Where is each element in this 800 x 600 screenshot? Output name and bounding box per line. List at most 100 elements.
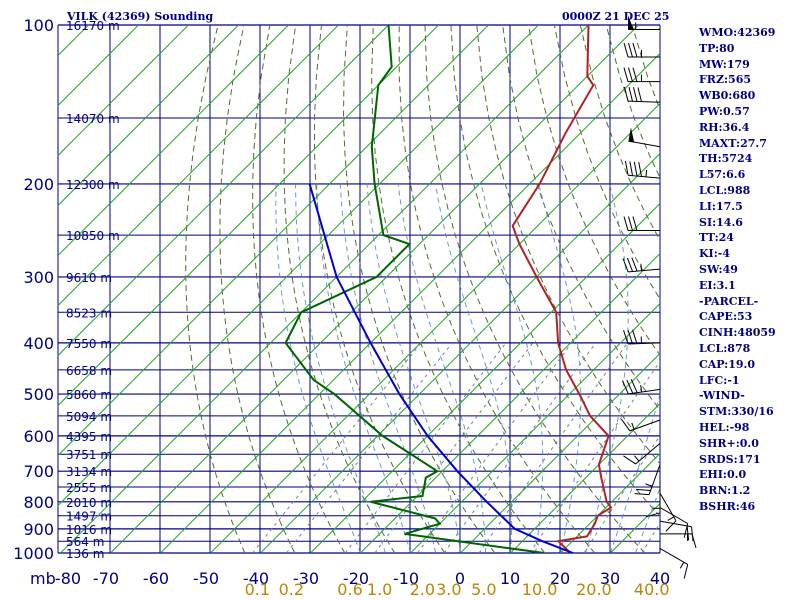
mixing-ratio-line bbox=[286, 342, 453, 553]
index-item: EI:3.1 bbox=[699, 278, 736, 292]
moist-adiabat bbox=[538, 183, 582, 553]
wind-barb bbox=[623, 42, 660, 58]
pressure-tick-label: 1000 bbox=[13, 544, 54, 563]
temperature-tick-label: -20 bbox=[343, 569, 369, 588]
mixing-ratio-lines bbox=[252, 342, 660, 553]
temperature-tick-labels: -80 -70 -60 -50 -40 -30 -20 -10 0 10 20 30 40 bbox=[55, 569, 670, 588]
pressure-tick-label: 200 bbox=[23, 175, 54, 194]
index-item: WMO:42369 bbox=[699, 26, 776, 39]
dry-adiabat bbox=[185, 25, 246, 553]
wind-barb bbox=[623, 67, 660, 83]
mixing-ratio-label: 0.6 bbox=[337, 580, 362, 599]
mixing-ratio-label: 10.0 bbox=[522, 580, 558, 599]
height-label: 136 m bbox=[66, 547, 104, 561]
index-item: MAXT:27.7 bbox=[699, 136, 767, 150]
wind-barb-half-flag bbox=[631, 422, 635, 430]
dry-adiabat bbox=[219, 25, 296, 553]
moist-adiabat bbox=[295, 183, 386, 553]
moist-adiabat bbox=[397, 183, 486, 553]
pressure-tick-label: 900 bbox=[23, 520, 54, 539]
index-item: LCL:988 bbox=[699, 183, 751, 197]
wind-barb-flag bbox=[630, 379, 638, 393]
wind-barb bbox=[621, 379, 661, 395]
wind-barb-half-flag bbox=[634, 455, 640, 462]
mixing-ratio-label: 40.0 bbox=[634, 580, 670, 599]
isotherm-line bbox=[58, 25, 189, 157]
index-item: L57:6.6 bbox=[699, 168, 746, 182]
height-label: 12300 m bbox=[66, 178, 120, 192]
index-item: SHR+:0.0 bbox=[699, 436, 759, 450]
wind-barb-flag bbox=[622, 258, 629, 273]
moist-adiabat bbox=[366, 183, 461, 553]
temperature-tick-label: -40 bbox=[243, 569, 269, 588]
index-item: BSHR:46 bbox=[699, 499, 756, 513]
dry-adiabat bbox=[476, 25, 660, 465]
height-label: 1016 m bbox=[66, 523, 112, 537]
mixing-ratio-line bbox=[641, 522, 660, 553]
wind-barb-flag bbox=[665, 520, 677, 532]
wind-barb-flag bbox=[627, 216, 633, 231]
wind-barb-flag bbox=[628, 86, 633, 102]
wind-barb-staff bbox=[627, 342, 661, 345]
dry-adiabat bbox=[579, 25, 660, 242]
index-item: TP:80 bbox=[699, 41, 735, 55]
isotherm-lines bbox=[57, 25, 661, 553]
wind-barb-flag bbox=[623, 216, 629, 231]
isotherm-line bbox=[58, 25, 439, 407]
wind-barb bbox=[628, 15, 660, 30]
index-item: EHI:0.0 bbox=[699, 468, 747, 482]
isotherm-line bbox=[110, 25, 639, 553]
index-item: CAPE:53 bbox=[699, 310, 753, 324]
height-label: 3751 m bbox=[66, 448, 112, 462]
isotherm-line bbox=[58, 25, 539, 507]
wind-barb-flag bbox=[626, 257, 634, 272]
temperature-tick-label: -80 bbox=[55, 569, 81, 588]
wind-barb-flag bbox=[633, 161, 638, 177]
wind-barb-staff bbox=[635, 443, 661, 465]
wind-barb-flag bbox=[623, 42, 629, 58]
height-label: 9610 m bbox=[66, 271, 112, 285]
wind-barb-flag bbox=[637, 87, 642, 102]
dry-adiabat-lines bbox=[185, 25, 660, 553]
wind-barb-flag bbox=[624, 160, 629, 176]
index-item: STM:330/16 bbox=[699, 405, 774, 419]
isotherm-line bbox=[410, 302, 660, 553]
isotherm-line bbox=[58, 25, 489, 457]
dry-adiabat bbox=[450, 25, 660, 518]
moist-adiabat-lines bbox=[275, 183, 660, 553]
index-item: RH:36.4 bbox=[699, 120, 750, 134]
index-item: -PARCEL- bbox=[699, 294, 759, 308]
isotherm-line bbox=[60, 25, 589, 553]
dry-adiabat bbox=[398, 25, 596, 553]
index-item: WB0:680 bbox=[699, 89, 756, 103]
stability-indices-list: WMO:42369 TP:80 MW:179 FRZ:565 WB0:680 PW:0.5… bbox=[699, 25, 776, 515]
isotherm-line bbox=[160, 52, 660, 553]
wind-barb bbox=[659, 547, 689, 579]
wind-barb-half-flag bbox=[645, 169, 648, 177]
height-label: 564 m bbox=[66, 535, 104, 549]
wind-barbs bbox=[620, 15, 697, 579]
dry-adiabat bbox=[342, 25, 496, 553]
wind-barb-flag bbox=[636, 488, 651, 491]
mixing-ratio-line bbox=[529, 360, 660, 553]
height-label: 10850 m bbox=[66, 229, 120, 243]
height-label: 6658 m bbox=[66, 364, 112, 378]
pressure-tick-label: 100 bbox=[23, 16, 54, 35]
index-item: PW:0.57 bbox=[699, 104, 750, 118]
height-label: 14070 m bbox=[66, 112, 120, 126]
wind-barb-pennant bbox=[628, 127, 635, 143]
mixing-ratio-label: 0.1 bbox=[245, 580, 270, 599]
isotherm-line bbox=[310, 202, 660, 553]
isotherm-line bbox=[560, 452, 660, 553]
mixing-ratio-line bbox=[374, 342, 534, 553]
index-item: LFC:-1 bbox=[699, 373, 740, 387]
mixing-ratio-labels: 0.1 0.2 0.6 1.0 2.0 3.0 5.0 10.0 20.0 40.0 bbox=[245, 580, 670, 599]
moist-adiabat bbox=[316, 183, 411, 553]
wind-barb-half-flag bbox=[667, 516, 675, 521]
mixing-ratio-label: 3.0 bbox=[436, 580, 461, 599]
index-item: FRZ:565 bbox=[699, 73, 752, 87]
height-label: 5094 m bbox=[66, 410, 112, 424]
pressure-tick-label: 500 bbox=[23, 385, 54, 404]
wind-barb-staff bbox=[629, 419, 661, 432]
